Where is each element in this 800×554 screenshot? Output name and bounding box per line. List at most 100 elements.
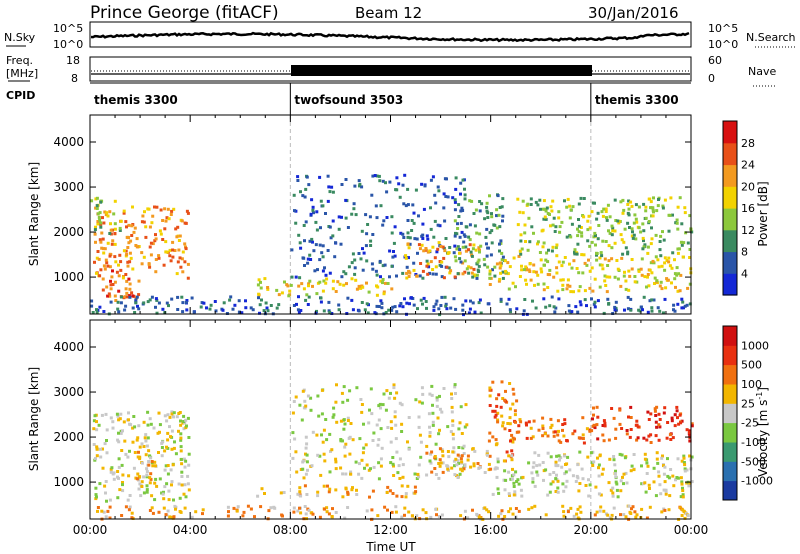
scatter-cell bbox=[572, 259, 576, 263]
scatter-cell bbox=[632, 468, 636, 472]
scatter-cell bbox=[440, 264, 444, 268]
colorbar-segment bbox=[723, 422, 737, 443]
scatter-cell bbox=[627, 199, 631, 203]
scatter-cell bbox=[420, 401, 424, 405]
scatter-cell bbox=[360, 458, 364, 462]
scatter-cell bbox=[629, 308, 633, 312]
scatter-cell bbox=[384, 408, 388, 412]
scatter-cell bbox=[498, 277, 502, 281]
scatter-cell bbox=[342, 283, 346, 287]
scatter-cell bbox=[601, 424, 605, 427]
scatter-cell bbox=[399, 302, 403, 305]
scatter-cell bbox=[497, 279, 501, 283]
scatter-cell bbox=[222, 301, 226, 305]
scatter-cell bbox=[518, 210, 522, 214]
scatter-cell bbox=[353, 266, 357, 270]
scatter-cell bbox=[463, 259, 467, 263]
colorbar-tick-label: 28 bbox=[741, 137, 755, 150]
scatter-cell bbox=[501, 421, 505, 425]
scatter-cell bbox=[662, 311, 665, 315]
scatter-cell bbox=[501, 397, 505, 400]
scatter-cell bbox=[639, 305, 643, 309]
scatter-cell bbox=[611, 491, 615, 495]
scatter-cell bbox=[539, 207, 542, 211]
scatter-cell bbox=[277, 293, 281, 297]
scatter-cell bbox=[561, 288, 565, 292]
scatter-cell bbox=[546, 260, 550, 264]
scatter-cell bbox=[421, 392, 425, 396]
scatter-cell bbox=[355, 488, 358, 492]
scatter-cell bbox=[672, 484, 676, 488]
scatter-cell bbox=[429, 227, 433, 231]
scatter-cell bbox=[382, 292, 386, 296]
scatter-cell bbox=[185, 308, 189, 312]
scatter-cell bbox=[629, 297, 633, 301]
scatter-cell bbox=[316, 268, 319, 272]
scatter-cell bbox=[628, 274, 632, 278]
freq-tick-high: 18 bbox=[66, 54, 80, 67]
scatter-cell bbox=[532, 461, 536, 465]
nsky-trace bbox=[90, 31, 690, 43]
scatter-cell bbox=[435, 404, 439, 408]
scatter-cell bbox=[430, 393, 434, 397]
scatter-cell bbox=[556, 486, 560, 490]
scatter-cell bbox=[364, 443, 368, 447]
scatter-cell bbox=[283, 280, 286, 284]
scatter-cell bbox=[644, 490, 648, 494]
scatter-cell bbox=[328, 432, 332, 436]
scatter-cell bbox=[457, 461, 461, 465]
scatter-cell bbox=[612, 458, 616, 462]
scatter-cell bbox=[660, 287, 664, 291]
scatter-cell bbox=[307, 183, 311, 187]
scatter-cell bbox=[663, 268, 667, 272]
scatter-cell bbox=[299, 494, 303, 498]
scatter-cell bbox=[163, 207, 167, 211]
scatter-cell bbox=[108, 516, 112, 520]
scatter-cell bbox=[155, 484, 159, 488]
scatter-cell bbox=[366, 223, 370, 226]
scatter-cell bbox=[501, 197, 505, 201]
scatter-cell bbox=[455, 232, 459, 236]
scatter-cell bbox=[501, 276, 505, 280]
scatter-cell bbox=[169, 259, 173, 263]
scatter-cell bbox=[608, 457, 612, 461]
scatter-cell bbox=[155, 311, 159, 315]
scatter-cell bbox=[117, 263, 120, 267]
scatter-cell bbox=[181, 421, 185, 425]
scatter-cell bbox=[183, 506, 187, 510]
scatter-cell bbox=[273, 506, 277, 510]
scatter-region bbox=[256, 484, 418, 499]
scatter-cell bbox=[280, 291, 284, 295]
scatter-cell bbox=[303, 484, 307, 488]
scatter-cell bbox=[655, 425, 659, 429]
scatter-cell bbox=[453, 383, 457, 387]
scatter-cell bbox=[500, 414, 504, 418]
scatter-cell bbox=[535, 464, 539, 468]
freq-label-line1: Freq. bbox=[6, 54, 33, 67]
scatter-cell bbox=[328, 225, 332, 229]
scatter-cell bbox=[540, 270, 544, 274]
scatter-cell bbox=[485, 508, 489, 512]
scatter-cell bbox=[314, 243, 318, 247]
scatter-cell bbox=[582, 215, 586, 219]
scatter-cell bbox=[599, 251, 603, 255]
scatter-cell bbox=[391, 462, 395, 466]
scatter-cell bbox=[295, 302, 298, 306]
scatter-cell bbox=[407, 269, 411, 273]
scatter-cell bbox=[346, 506, 350, 509]
scatter-cell bbox=[446, 464, 449, 468]
scatter-cell bbox=[314, 220, 318, 224]
scatter-cell bbox=[107, 292, 111, 296]
scatter-cell bbox=[150, 494, 154, 498]
scatter-cell bbox=[464, 403, 468, 407]
scatter-cell bbox=[306, 468, 309, 472]
scatter-cell bbox=[508, 265, 512, 269]
scatter-cell bbox=[359, 398, 363, 401]
scatter-cell bbox=[658, 425, 662, 429]
scatter-cell bbox=[418, 400, 422, 404]
scatter-cell bbox=[145, 473, 149, 477]
scatter-cell bbox=[551, 223, 555, 227]
scatter-cell bbox=[180, 470, 184, 474]
scatter-cell bbox=[304, 446, 308, 450]
scatter-cell bbox=[507, 510, 511, 514]
